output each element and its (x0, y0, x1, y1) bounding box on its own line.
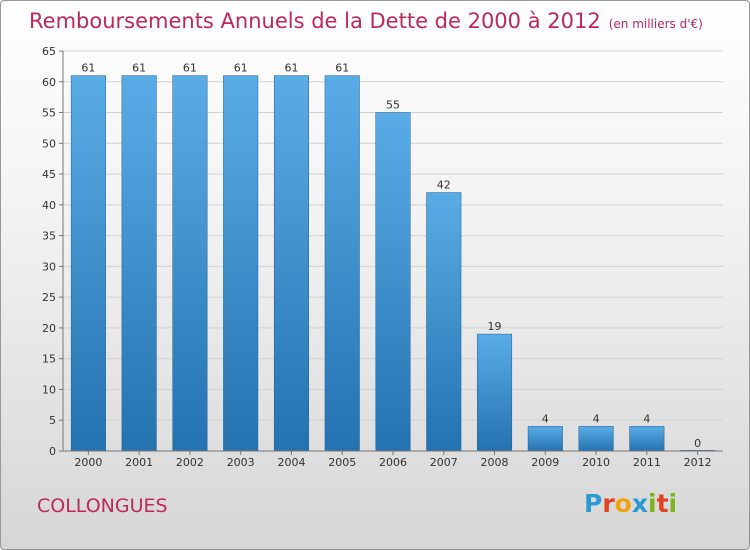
x-tick-label: 2007 (430, 456, 458, 469)
bar-value-label: 42 (437, 179, 451, 192)
x-tick-label: 2009 (531, 456, 559, 469)
bars: 61 61 61 61 61 61 55 42 19 4 4 4 0 (70, 62, 716, 452)
bar-value-label: 4 (643, 412, 650, 425)
x-tick-label: 2005 (328, 456, 356, 469)
bar-value-label: 61 (81, 62, 95, 75)
bar-value-label: 55 (386, 99, 400, 112)
y-tick-label: 30 (42, 260, 56, 273)
bar-2009 (527, 426, 563, 452)
bar-2003 (223, 75, 259, 452)
x-tick-label: 2012 (684, 456, 712, 469)
proxiti-logo: Proxiti (584, 489, 677, 518)
bar-value-label: 19 (488, 320, 502, 333)
x-tick-label: 2002 (176, 456, 204, 469)
y-tick-label: 45 (42, 168, 56, 181)
bar-2004 (273, 75, 309, 452)
y-tick-label: 5 (49, 414, 56, 427)
x-tick-label: 2011 (633, 456, 661, 469)
bar-value-label: 4 (542, 412, 549, 425)
bar-2006 (375, 112, 411, 452)
chart-title: Remboursements Annuels de la Dette de 20… (29, 9, 703, 33)
x-tick-label: 2008 (481, 456, 509, 469)
logo-letter: o (614, 489, 632, 518)
y-tick-label: 60 (42, 76, 56, 89)
y-tick-label: 50 (42, 137, 56, 150)
y-tick-label: 0 (49, 445, 56, 458)
logo-letter: x (631, 489, 648, 518)
bar-2001 (121, 75, 157, 452)
bar-value-label: 4 (593, 412, 600, 425)
y-tick-label: 55 (42, 107, 56, 120)
x-tick-label: 2006 (379, 456, 407, 469)
bar-value-label: 61 (335, 62, 349, 75)
bar-2000 (70, 75, 106, 452)
x-tick-label: 2004 (277, 456, 305, 469)
bar-value-label: 61 (284, 62, 298, 75)
bar-value-label: 61 (132, 62, 146, 75)
y-tick-label: 35 (42, 230, 56, 243)
logo-letter: t (656, 489, 669, 518)
title-main: Remboursements Annuels de la Dette de 20… (29, 9, 601, 33)
bar-value-label: 61 (183, 62, 197, 75)
bar-2007 (426, 192, 462, 452)
logo-letter: P (584, 489, 603, 518)
logo-letter: i (668, 489, 678, 518)
y-tick-label: 25 (42, 291, 56, 304)
bar-2008 (477, 333, 513, 452)
x-tick-label: 2001 (125, 456, 153, 469)
y-tick-label: 40 (42, 199, 56, 212)
bar-value-label: 0 (694, 437, 701, 450)
y-tick-label: 65 (42, 45, 56, 58)
y-tick-label: 10 (42, 383, 56, 396)
x-tick-label: 2003 (227, 456, 255, 469)
bar-value-label: 61 (234, 62, 248, 75)
y-tick-label: 20 (42, 322, 56, 335)
commune-name: COLLONGUES (37, 495, 168, 517)
y-tick-label: 15 (42, 353, 56, 366)
bar-2005 (324, 75, 360, 452)
x-tick-label: 2010 (582, 456, 610, 469)
logo-letter: i (648, 489, 657, 518)
bar-2002 (172, 75, 208, 452)
bar-2011 (629, 426, 665, 452)
bar-2010 (578, 426, 614, 452)
title-unit: (en milliers d'€) (608, 17, 703, 31)
logo-letter: r (602, 489, 615, 518)
x-tick-label: 2000 (74, 456, 102, 469)
